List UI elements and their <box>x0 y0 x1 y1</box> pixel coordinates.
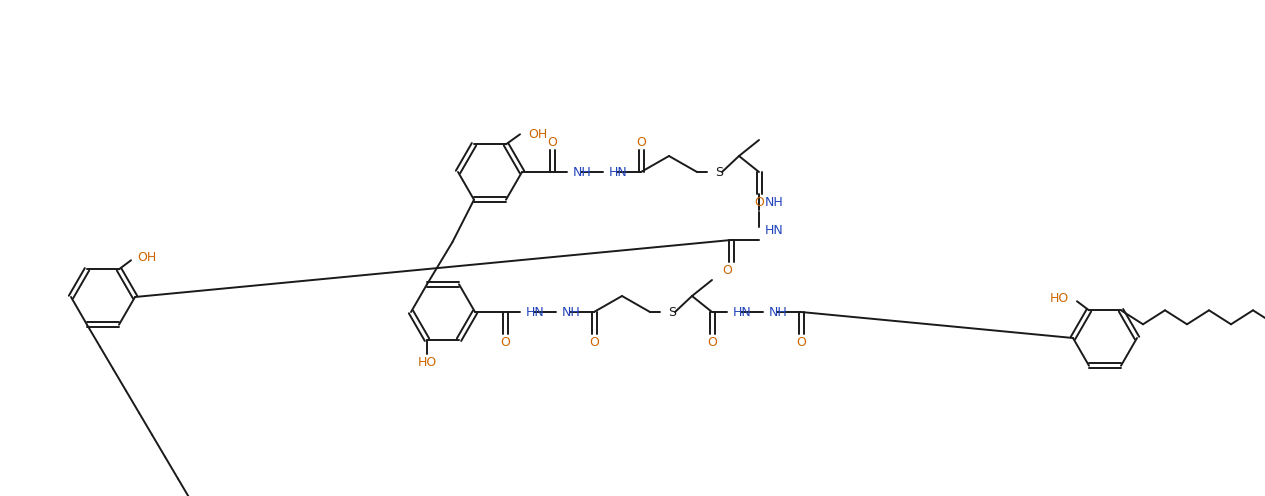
Text: HO: HO <box>1050 292 1069 305</box>
Text: OH: OH <box>528 128 548 141</box>
Text: O: O <box>722 263 732 276</box>
Text: HN: HN <box>765 225 784 238</box>
Text: NH: NH <box>765 196 784 209</box>
Text: HN: HN <box>526 306 545 318</box>
Text: O: O <box>546 135 557 148</box>
Text: O: O <box>500 335 510 349</box>
Text: O: O <box>707 335 717 349</box>
Text: O: O <box>754 195 764 208</box>
Text: NH: NH <box>769 306 788 318</box>
Text: O: O <box>796 335 806 349</box>
Text: NH: NH <box>562 306 581 318</box>
Text: S: S <box>668 306 676 318</box>
Text: OH: OH <box>137 251 157 264</box>
Text: HN: HN <box>608 166 627 179</box>
Text: HO: HO <box>417 356 436 369</box>
Text: NH: NH <box>573 166 592 179</box>
Text: O: O <box>589 335 598 349</box>
Text: O: O <box>636 135 646 148</box>
Text: HN: HN <box>732 306 751 318</box>
Text: S: S <box>715 166 724 179</box>
